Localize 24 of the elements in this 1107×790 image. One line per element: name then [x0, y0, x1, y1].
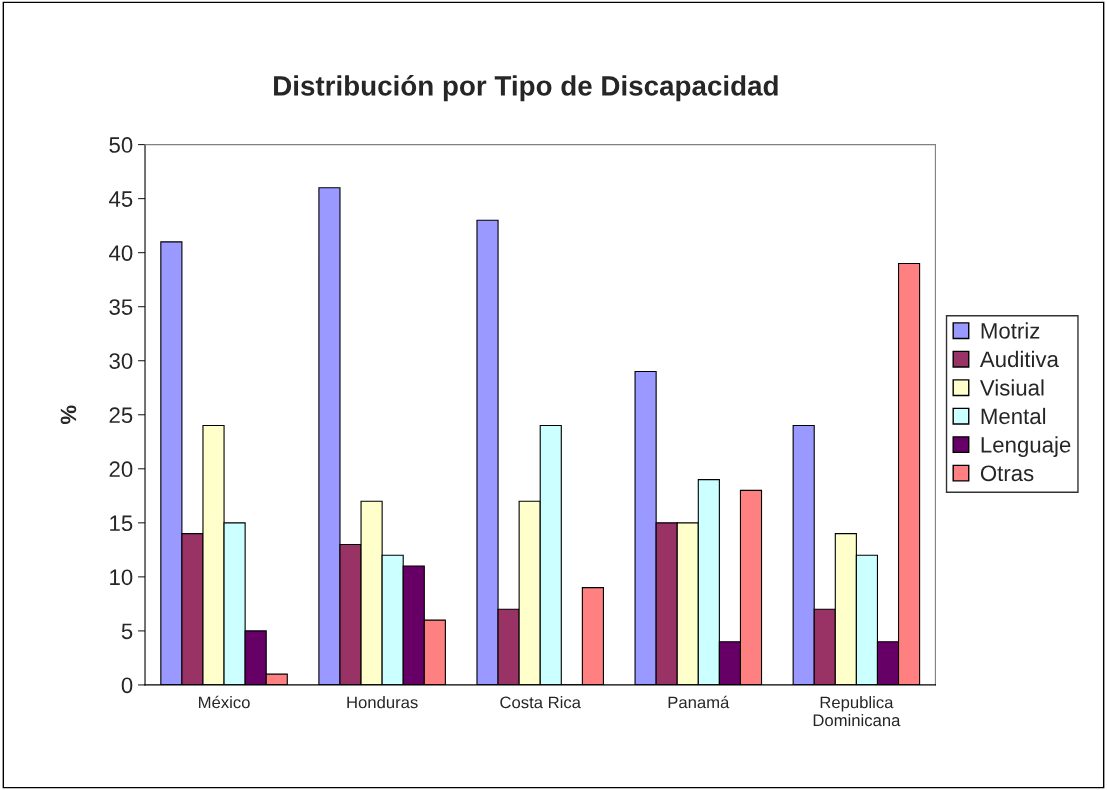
y-tick-label: 30 [109, 353, 133, 369]
y-tick-label: 25 [109, 407, 133, 424]
y-axis-title: % [60, 405, 77, 425]
legend-label: Otras [980, 465, 1034, 482]
y-tick-label: 45 [109, 191, 133, 207]
x-tick-label: Honduras [347, 696, 418, 709]
chart-title: Distribución por Tipo de Discapacidad [274, 75, 778, 102]
x-tick-label: Panamá [668, 695, 730, 709]
y-tick-label: 10 [110, 569, 133, 586]
y-tick-label: 35 [109, 299, 133, 315]
legend-label: Visiual [979, 379, 1044, 396]
y-tick-label: 0 [121, 677, 133, 694]
x-tick-label: Republica Dominicana [813, 696, 901, 727]
y-tick-label: 20 [109, 461, 133, 478]
x-tick-label: Costa Rica [500, 696, 581, 709]
legend-label: Auditiva [979, 350, 1059, 368]
legend-label: Motriz [981, 322, 1040, 339]
legend-label: Lenguaje [981, 436, 1071, 458]
y-tick-label: 5 [121, 623, 133, 640]
y-tick-label: 15 [110, 515, 133, 532]
x-tick-label: México [199, 695, 250, 709]
y-tick-label: 40 [109, 245, 133, 261]
y-tick-label: 50 [109, 137, 133, 153]
legend-label: Mental [981, 407, 1046, 425]
